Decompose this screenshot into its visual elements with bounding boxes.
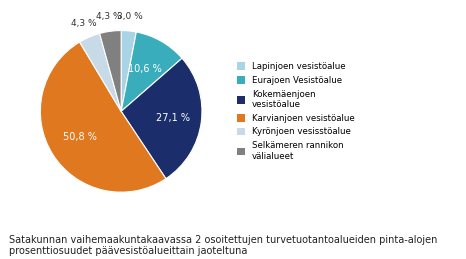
Text: 4,3 %: 4,3 % — [71, 19, 96, 28]
Legend: Lapinjoen vesistöalue, Eurajoen Vesistöalue, Kokemäenjoen
vesistöalue, Karvianjo: Lapinjoen vesistöalue, Eurajoen Vesistöa… — [237, 62, 355, 161]
Wedge shape — [121, 58, 202, 179]
Text: 50,8 %: 50,8 % — [63, 132, 97, 142]
Text: 4,3 %: 4,3 % — [96, 12, 121, 21]
Text: 27,1 %: 27,1 % — [156, 113, 190, 123]
Text: 3,0 %: 3,0 % — [117, 12, 143, 21]
Wedge shape — [100, 31, 121, 111]
Wedge shape — [80, 33, 121, 111]
Wedge shape — [121, 32, 182, 111]
Wedge shape — [41, 42, 166, 192]
Text: 10,6 %: 10,6 % — [129, 64, 162, 74]
Wedge shape — [121, 31, 136, 111]
Text: Satakunnan vaihemaakuntakaavassa 2 osoitettujen turvetuotantoalueiden pinta-aloj: Satakunnan vaihemaakuntakaavassa 2 osoit… — [9, 235, 438, 256]
